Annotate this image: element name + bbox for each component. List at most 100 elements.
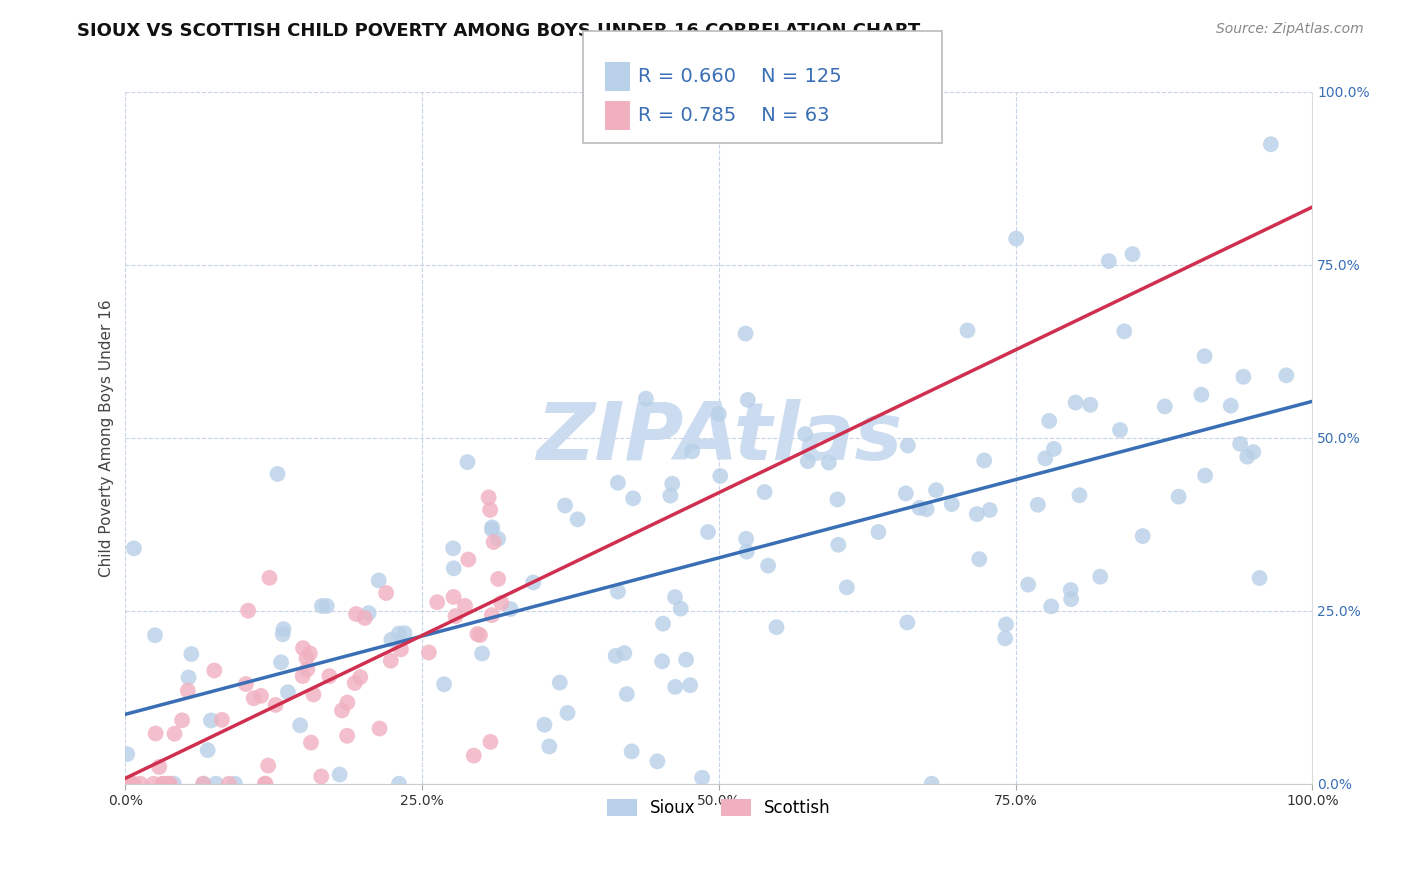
Point [1249,571,1271,585]
Point [211,713,233,727]
Point [478,491,501,505]
Point [380,632,402,647]
Point [835,580,858,594]
Point [1090,570,1112,584]
Point [973,453,995,467]
Point [734,326,756,341]
Point [661,476,683,491]
Point [297,662,319,676]
Point [271,627,294,641]
Point [1229,437,1251,451]
Point [145,726,167,740]
Point [115,747,138,761]
Point [794,427,817,442]
Text: ZIPAtlas: ZIPAtlas [536,399,903,477]
Point [533,718,555,732]
Point [735,532,758,546]
Point [966,507,988,521]
Point [664,680,686,694]
Point [343,676,366,690]
Point [681,444,703,458]
Point [499,602,522,616]
Point [1260,137,1282,152]
Point [157,777,180,791]
Point [479,503,502,517]
Point [896,615,918,630]
Point [827,492,849,507]
Point [218,777,240,791]
Point [1153,400,1175,414]
Point [659,489,682,503]
Point [1219,399,1241,413]
Point [329,767,352,781]
Point [200,714,222,728]
Point [567,512,589,526]
Point [1109,423,1132,437]
Point [1194,349,1216,363]
Point [1017,577,1039,591]
Point [250,689,273,703]
Point [554,499,576,513]
Point [756,558,779,573]
Point [148,760,170,774]
Point [894,486,917,500]
Point [163,777,186,791]
Point [486,532,509,546]
Point [159,777,181,791]
Point [454,599,477,613]
Point [620,744,643,758]
Point [613,646,636,660]
Point [443,561,465,575]
Point [418,645,440,659]
Point [709,469,731,483]
Point [277,685,299,699]
Point [298,646,321,660]
Point [292,641,315,656]
Point [367,574,389,588]
Text: R = 0.660    N = 125: R = 0.660 N = 125 [638,67,842,87]
Point [995,617,1018,632]
Point [1236,450,1258,464]
Point [1060,582,1083,597]
Point [538,739,561,754]
Point [388,626,411,640]
Point [1040,599,1063,614]
Point [253,777,276,791]
Point [357,606,380,620]
Point [1232,369,1254,384]
Point [486,572,509,586]
Point [979,503,1001,517]
Point [482,535,505,549]
Point [302,688,325,702]
Point [368,722,391,736]
Point [311,599,333,613]
Point [1069,488,1091,502]
Point [1121,247,1143,261]
Point [468,628,491,642]
Point [915,502,938,516]
Point [336,729,359,743]
Point [967,552,990,566]
Point [621,491,644,506]
Point [827,538,849,552]
Point [315,599,337,613]
Point [426,595,449,609]
Point [765,620,787,634]
Point [143,628,166,642]
Point [737,392,759,407]
Point [690,771,713,785]
Text: Source: ZipAtlas.com: Source: ZipAtlas.com [1216,22,1364,37]
Point [375,586,398,600]
Point [1064,395,1087,409]
Point [163,727,186,741]
Point [270,655,292,669]
Point [548,675,571,690]
Point [318,669,340,683]
Point [956,323,979,337]
Point [697,524,720,539]
Point [236,604,259,618]
Point [152,777,174,791]
Point [994,632,1017,646]
Point [1043,442,1066,456]
Point [605,648,627,663]
